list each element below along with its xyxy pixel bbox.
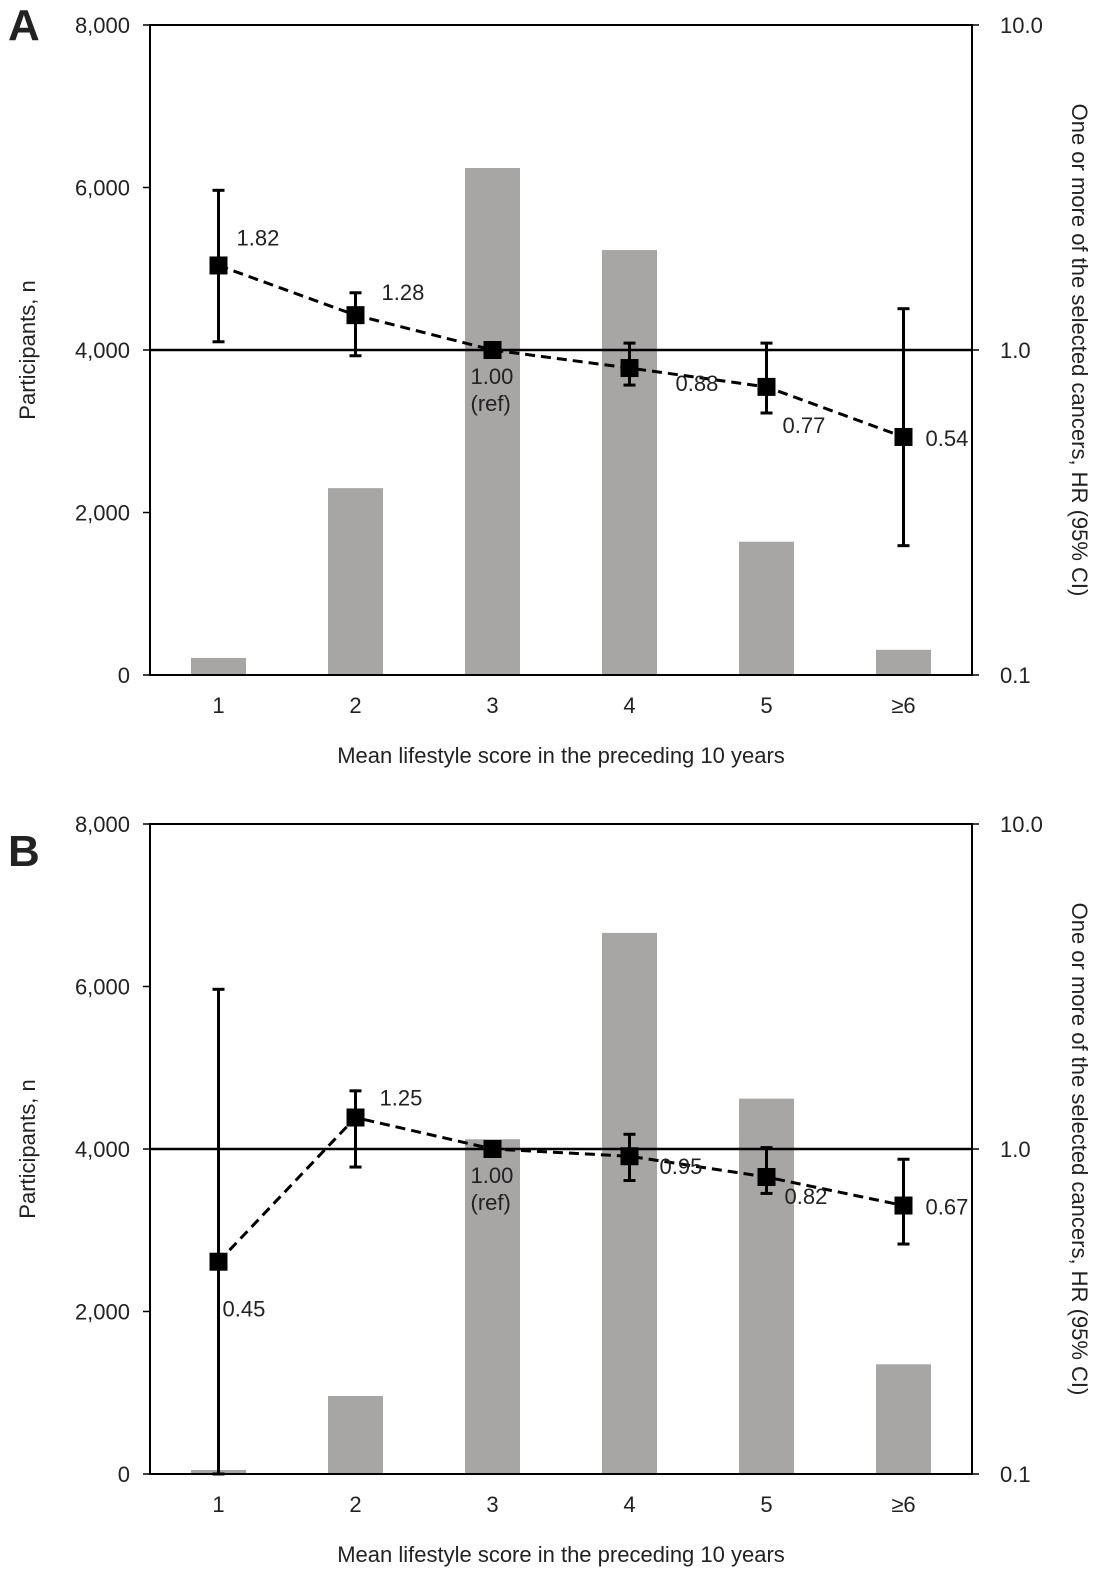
bar-4 xyxy=(602,932,657,1474)
y2-tick-label: 1.0 xyxy=(1000,338,1031,363)
bar-1 xyxy=(191,657,246,675)
panel-label: A xyxy=(8,1,40,50)
y-tick-label: 6,000 xyxy=(75,176,130,201)
hr-point-1 xyxy=(209,256,228,275)
hr-label-2: 1.28 xyxy=(382,280,425,305)
hr-point-5 xyxy=(757,377,776,396)
hr-label-4: 0.95 xyxy=(660,1154,703,1179)
y-tick-label: 0 xyxy=(118,1462,130,1487)
y2-tick-label: 0.1 xyxy=(1000,1462,1031,1487)
bar-2 xyxy=(328,1396,383,1474)
x-axis-title: Mean lifestyle score in the preceding 10… xyxy=(337,743,785,768)
bar-6 xyxy=(876,1364,931,1474)
y2-axis-title: One or more of the selected cancers, HR … xyxy=(1067,104,1092,597)
hr-label-line: 0.95 xyxy=(660,1154,703,1179)
hr-label-3: 1.00 (ref) xyxy=(471,364,514,416)
x-tick-label: 1 xyxy=(212,693,224,718)
bar-3 xyxy=(465,168,520,675)
y-tick-label: 4,000 xyxy=(75,1137,130,1162)
x-tick-label: 3 xyxy=(486,693,498,718)
hr-label-line: (ref) xyxy=(471,391,511,416)
y2-tick-label: 10.0 xyxy=(1000,812,1043,837)
bar-2 xyxy=(328,488,383,675)
hr-point-3 xyxy=(483,1140,502,1158)
hr-label-5: 0.77 xyxy=(783,413,826,438)
y-tick-label: 8,000 xyxy=(75,13,130,38)
hr-label-line: 1.82 xyxy=(237,225,280,250)
y-tick-label: 2,000 xyxy=(75,1300,130,1325)
x-tick-label: 1 xyxy=(212,1492,224,1517)
hr-point-3 xyxy=(483,341,502,359)
hr-label-line: 1.25 xyxy=(380,1086,423,1111)
hr-label-line: 1.00 xyxy=(471,1163,514,1188)
y-tick-label: 4,000 xyxy=(75,338,130,363)
hr-label-line: 0.88 xyxy=(676,371,719,396)
x-tick-label: ≥6 xyxy=(891,693,915,718)
bar-4 xyxy=(602,250,657,675)
bar-5 xyxy=(739,541,794,675)
hr-point-5 xyxy=(757,1168,776,1187)
x-tick-label: ≥6 xyxy=(891,1492,915,1517)
y2-tick-label: 1.0 xyxy=(1000,1137,1031,1162)
y-tick-label: 6,000 xyxy=(75,975,130,1000)
y-tick-label: 8,000 xyxy=(75,812,130,837)
y-tick-label: 2,000 xyxy=(75,501,130,526)
hr-label-line: 0.67 xyxy=(926,1195,969,1220)
hr-point-4 xyxy=(620,359,639,378)
hr-point-6 xyxy=(894,427,913,446)
y-axis-title: Participants, n xyxy=(15,280,40,419)
x-tick-label: 5 xyxy=(760,693,772,718)
hr-label-4: 0.88 xyxy=(676,371,719,396)
panel-a: A 0 2,000 4,000 6,000 8,000 0.1 1.0 10.0 1 2 3 4 5 ≥6 M… xyxy=(8,1,1092,768)
bar-3 xyxy=(465,1139,520,1474)
x-tick-label: 5 xyxy=(760,1492,772,1517)
y-tick-label: 0 xyxy=(118,663,130,688)
hr-label-line: 1.00 xyxy=(471,364,514,389)
hr-label-line: 0.77 xyxy=(783,413,826,438)
hr-label-line: 0.45 xyxy=(223,1297,266,1322)
x-tick-label: 2 xyxy=(349,1492,361,1517)
bar-6 xyxy=(876,649,931,675)
panel-b: B 0 2,000 4,000 6,000 8,000 0.1 1.0 10.0 1 2 3 4 5 ≥6 M… xyxy=(8,812,1092,1567)
hr-label-1: 0.45 xyxy=(223,1297,266,1322)
hr-label-line: 1.28 xyxy=(382,280,425,305)
x-tick-label: 4 xyxy=(623,1492,635,1517)
hr-label-6: 0.67 xyxy=(926,1195,969,1220)
y2-tick-label: 10.0 xyxy=(1000,13,1043,38)
hr-label-line: 0.54 xyxy=(926,426,969,451)
hr-label-line: (ref) xyxy=(471,1190,511,1215)
y2-axis-title: One or more of the selected cancers, HR … xyxy=(1067,903,1092,1396)
x-axis-title: Mean lifestyle score in the preceding 10… xyxy=(337,1542,785,1567)
hr-point-1 xyxy=(209,1252,228,1271)
panel-label: B xyxy=(8,827,40,876)
hr-label-6: 0.54 xyxy=(926,426,969,451)
hr-label-5: 0.82 xyxy=(785,1184,828,1209)
x-tick-label: 2 xyxy=(349,693,361,718)
hr-point-6 xyxy=(894,1196,913,1215)
hr-point-2 xyxy=(346,1108,365,1127)
hr-trend-line xyxy=(217,264,905,439)
hr-point-4 xyxy=(620,1147,639,1166)
hr-trend-line xyxy=(217,1115,904,1263)
hr-label-1: 1.82 xyxy=(237,225,280,250)
hr-point-2 xyxy=(346,306,365,325)
hr-label-line: 0.82 xyxy=(785,1184,828,1209)
x-tick-label: 4 xyxy=(623,693,635,718)
hr-label-3: 1.00 (ref) xyxy=(471,1163,514,1215)
hr-label-2: 1.25 xyxy=(380,1086,423,1111)
x-tick-label: 3 xyxy=(486,1492,498,1517)
y-axis-title: Participants, n xyxy=(15,1079,40,1218)
y2-tick-label: 0.1 xyxy=(1000,663,1031,688)
